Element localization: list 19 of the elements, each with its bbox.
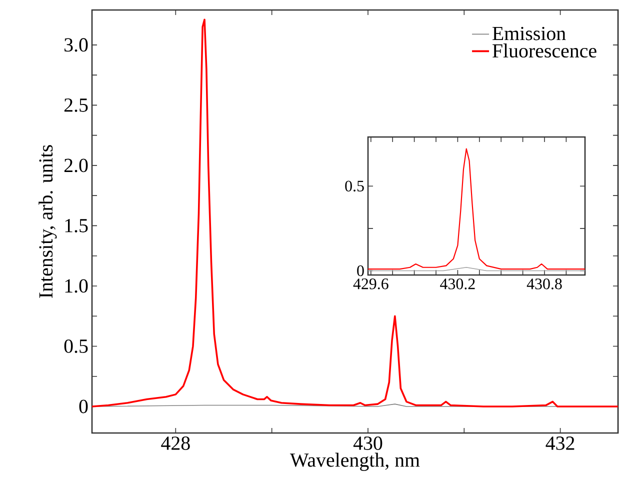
x-tick-label: 430.2 xyxy=(440,278,475,290)
x-tick-label: 428 xyxy=(161,436,190,450)
y-axis-title: Intensity, arb. units xyxy=(38,145,57,298)
x-axis-title: Wavelength, nm xyxy=(290,452,420,471)
y-tick-label: 2.0 xyxy=(64,158,88,172)
x-tick-label: 432 xyxy=(546,436,574,450)
y-tick-label: 1.5 xyxy=(65,218,88,232)
legend-label: Emission xyxy=(492,26,566,40)
y-tick-label: 0.5 xyxy=(345,180,364,192)
y-tick-label: 3.0 xyxy=(64,38,88,52)
x-tick-label: 429.6 xyxy=(353,278,388,290)
x-tick-label: 430.8 xyxy=(526,278,562,290)
x-tick-label: 430 xyxy=(353,436,382,450)
y-tick-label: 0 xyxy=(79,400,88,414)
y-tick-label: 2.5 xyxy=(64,98,88,112)
y-tick-label: 0.5 xyxy=(64,339,88,353)
y-tick-label: 1.0 xyxy=(65,279,88,293)
y-tick-label: 0 xyxy=(357,265,364,276)
legend-label: Fluorescence xyxy=(492,44,596,58)
